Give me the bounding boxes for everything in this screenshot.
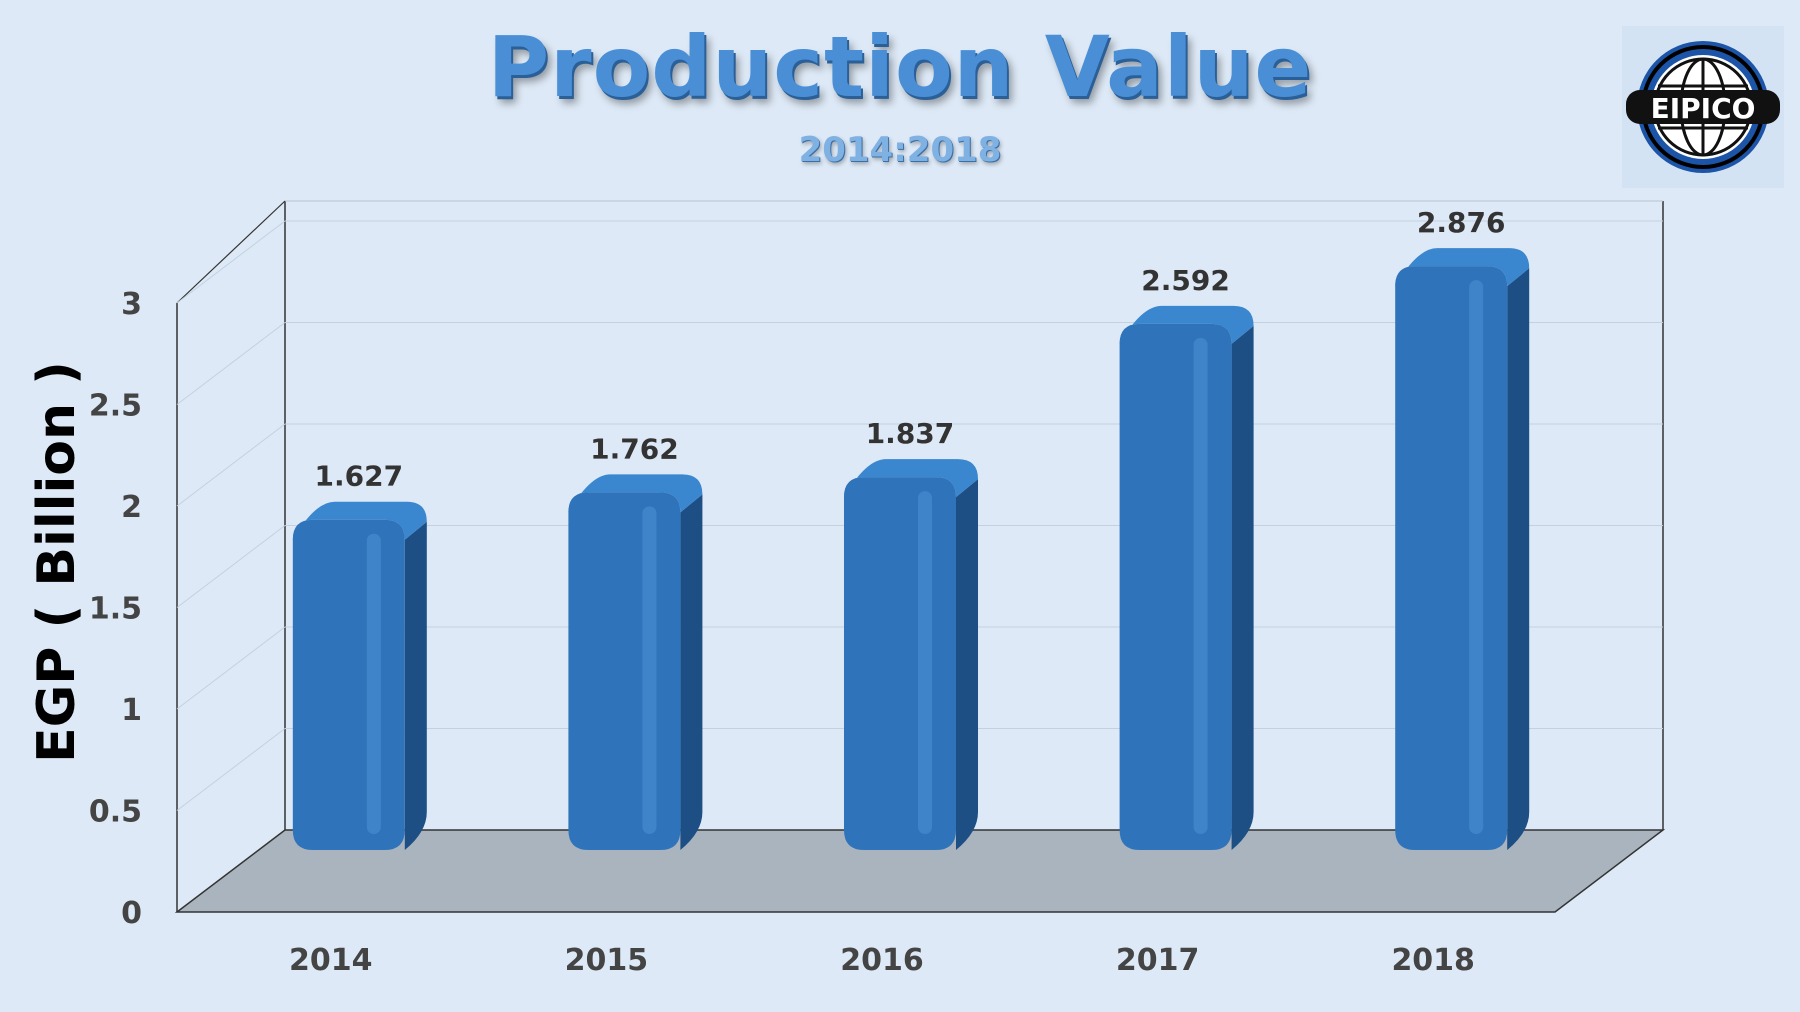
y-axis-label: EGP ( Billion ) bbox=[27, 361, 87, 763]
bar-2015 bbox=[568, 474, 703, 850]
bar-2014 bbox=[292, 501, 427, 850]
eipico-logo: EIPICO bbox=[1622, 26, 1784, 188]
y-tick-label: 0 bbox=[121, 896, 142, 931]
x-tick-label: 2017 bbox=[1116, 943, 1200, 978]
gridline-side bbox=[176, 220, 286, 304]
value-labels: 1.627 1.762 1.837 2.592 2.876 bbox=[315, 206, 1506, 493]
x-tick-label: 2015 bbox=[565, 943, 649, 978]
bar-top bbox=[844, 459, 978, 498]
y-tick-label: 3 bbox=[121, 287, 142, 322]
bar-top bbox=[1119, 305, 1254, 344]
y-tick-label: 0.5 bbox=[89, 795, 142, 830]
bar-side bbox=[1231, 325, 1254, 851]
x-tick-label: 2018 bbox=[1391, 943, 1475, 978]
bar-front bbox=[568, 492, 681, 850]
chart-title: Production Value bbox=[487, 18, 1313, 116]
y-tick-label: 1 bbox=[121, 693, 142, 728]
gridline-side bbox=[176, 525, 286, 608]
gridline-side bbox=[176, 322, 286, 405]
value-label: 2.876 bbox=[1417, 206, 1506, 239]
value-label: 1.627 bbox=[315, 460, 404, 493]
value-label: 1.762 bbox=[590, 432, 679, 465]
y-tick-label: 2.5 bbox=[89, 389, 142, 424]
gridline-side bbox=[176, 728, 286, 811]
bar-side bbox=[1507, 268, 1530, 850]
y-tick-label: 1.5 bbox=[89, 592, 142, 627]
bar-side bbox=[404, 521, 427, 850]
top-left-edge bbox=[176, 200, 286, 304]
value-label: 2.592 bbox=[1141, 264, 1230, 297]
bar-2016 bbox=[844, 459, 978, 850]
bar-front bbox=[844, 477, 956, 850]
gridline-side bbox=[176, 423, 286, 507]
x-tick-label: 2016 bbox=[840, 943, 924, 978]
logo-text: EIPICO bbox=[1651, 92, 1756, 125]
y-tick-labels: 0 0.5 1 1.5 2 2.5 3 bbox=[89, 287, 142, 931]
bar-side bbox=[680, 494, 703, 850]
y-tick-label: 2 bbox=[121, 490, 142, 525]
bar-highlight bbox=[642, 506, 657, 834]
x-tick-label: 2014 bbox=[289, 943, 373, 978]
bar-top bbox=[1395, 248, 1530, 287]
bar-highlight bbox=[1193, 337, 1208, 834]
bar-highlight bbox=[1469, 280, 1484, 834]
bar-top bbox=[292, 501, 427, 540]
bar-highlight bbox=[366, 533, 381, 834]
bar-highlight bbox=[918, 491, 932, 834]
bar-side bbox=[956, 479, 978, 850]
x-tick-labels: 2014 2015 2016 2017 2018 bbox=[289, 943, 1475, 978]
bar-2018 bbox=[1395, 248, 1530, 850]
globe-icon: EIPICO bbox=[1626, 41, 1780, 173]
value-label: 1.837 bbox=[866, 417, 955, 450]
bar-front bbox=[1119, 323, 1232, 851]
gridline-side bbox=[176, 626, 286, 710]
bars bbox=[292, 248, 1530, 851]
bar-front bbox=[292, 519, 405, 850]
bar-top bbox=[568, 474, 703, 513]
chart-subtitle: 2014:2018 bbox=[798, 130, 1002, 170]
bar-front bbox=[1395, 266, 1508, 850]
bar-2017 bbox=[1119, 305, 1254, 851]
